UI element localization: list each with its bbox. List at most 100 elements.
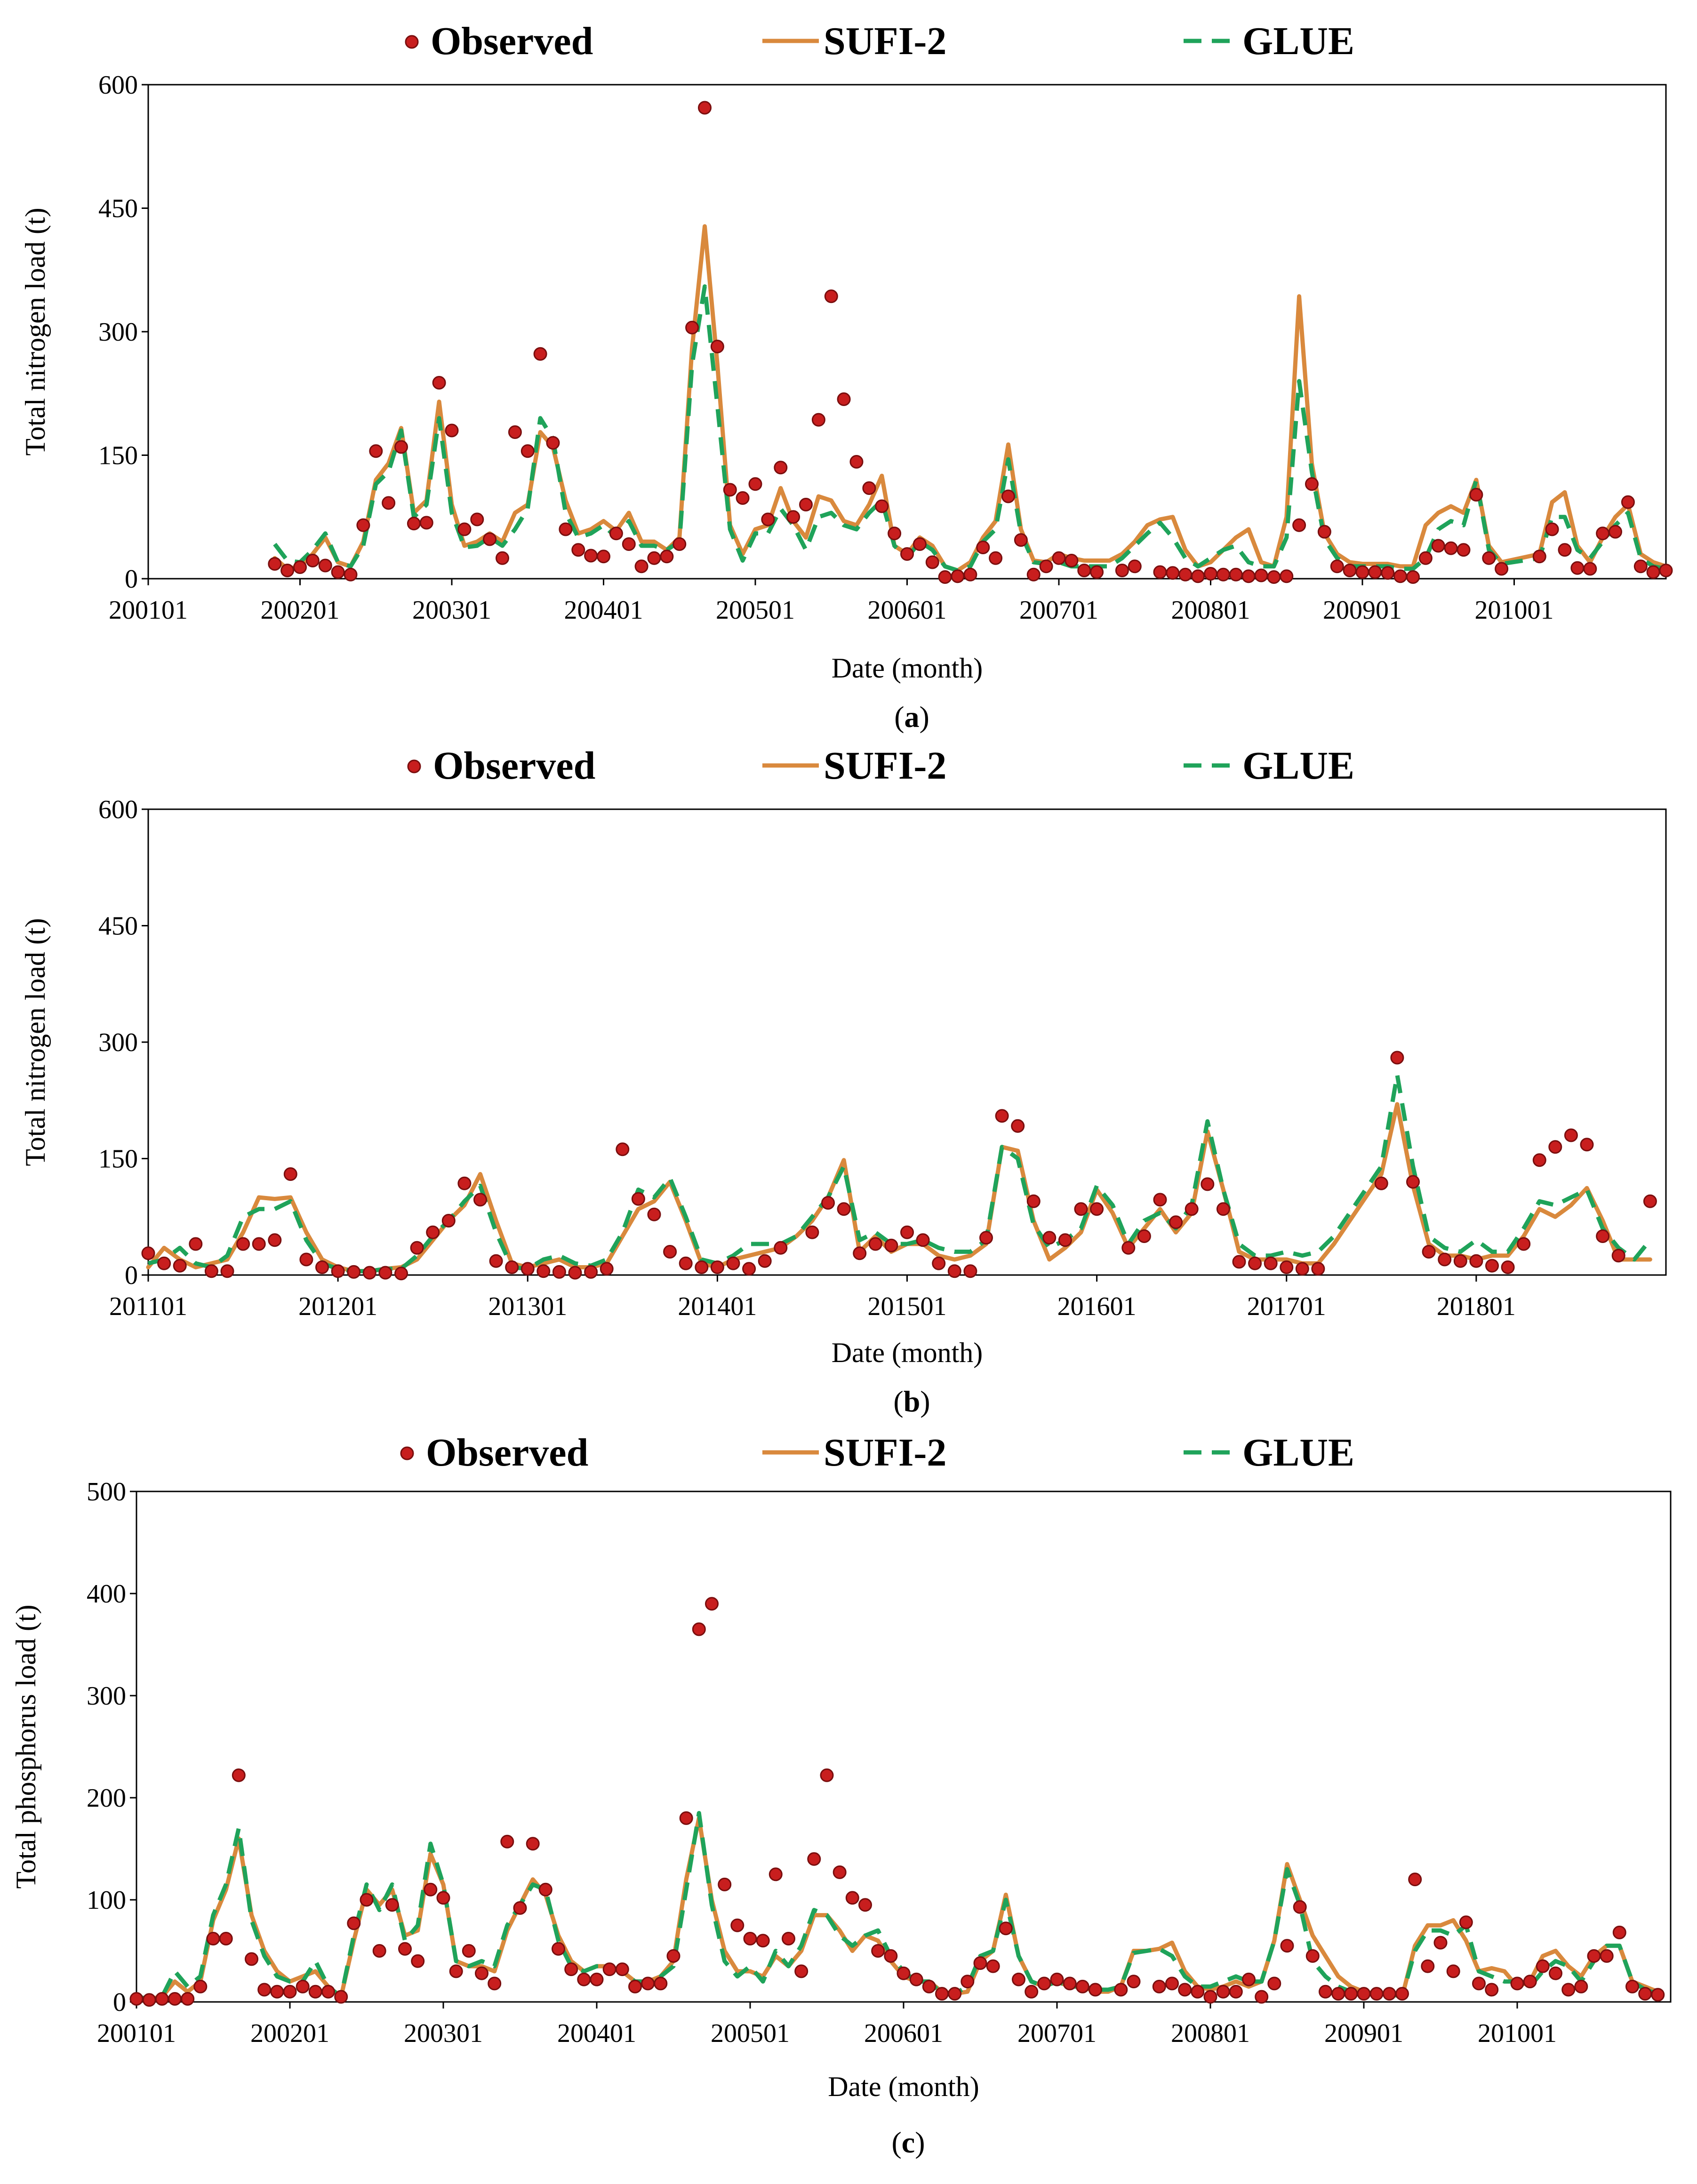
observed-point (666, 1949, 680, 1963)
x-tick-label: 201001 (1478, 2019, 1557, 2048)
x-tick-label: 201701 (1247, 1292, 1326, 1321)
observed-point (609, 526, 623, 541)
observed-point (470, 512, 484, 526)
observed-point (1638, 1987, 1652, 2001)
observed-point (900, 1225, 914, 1239)
observed-point (995, 1109, 1009, 1123)
observed-point (1152, 1979, 1166, 1993)
observed-point (331, 1264, 345, 1278)
panel-paren-close: ) (920, 1385, 930, 1418)
legend-observed-label: Observed (433, 744, 595, 788)
observed-point (973, 1956, 987, 1970)
y-tick-label: 600 (98, 795, 138, 824)
legend-observed-marker (400, 1446, 414, 1460)
observed-point (845, 1891, 859, 1905)
observed-point (989, 551, 1003, 565)
observed-point (204, 1264, 218, 1278)
observed-point (837, 1202, 851, 1216)
y-tick-label: 0 (113, 1988, 126, 2017)
observed-point (445, 423, 459, 438)
observed-point (1295, 1262, 1309, 1276)
observed-point (232, 1768, 246, 1782)
observed-point (382, 496, 396, 510)
y-tick-label: 300 (98, 1028, 138, 1057)
observed-point (1077, 564, 1091, 577)
observed-point (947, 1264, 961, 1278)
observed-point (1254, 568, 1268, 582)
observed-point (475, 1966, 488, 1980)
observed-point (155, 1992, 169, 2006)
observed-point (1459, 1915, 1473, 1929)
observed-point (1621, 495, 1635, 509)
x-tick-label: 200901 (1324, 2019, 1403, 2048)
x-tick-label: 200301 (412, 596, 491, 625)
observed-point (897, 1966, 911, 1980)
observed-point (552, 1942, 565, 1956)
chart-panel-a: 0 150 300 450 600 200101 200201 200301 200401 200… (20, 19, 1673, 733)
observed-point (1596, 526, 1610, 541)
observed-point (257, 1983, 272, 1997)
observed-point (1137, 1229, 1151, 1243)
observed-point (1255, 1990, 1269, 2004)
observed-point (1609, 525, 1622, 539)
observed-point (1390, 1051, 1404, 1065)
observed-point (710, 340, 724, 353)
observed-point (268, 557, 282, 571)
observed-point (1063, 1977, 1077, 1991)
y-axis-label: Total nitrogen load (t) (20, 207, 51, 455)
observed-point (1025, 1985, 1039, 1999)
observed-point (820, 1768, 834, 1782)
x-tick-label: 200101 (97, 2019, 176, 2048)
observed-point (1633, 559, 1648, 574)
observed-point (308, 1985, 322, 1999)
observed-point (1185, 1202, 1199, 1216)
legend-sufi2-label: SUFI-2 (824, 19, 946, 63)
observed-point (1381, 566, 1395, 580)
observed-point (410, 1241, 424, 1255)
observed-point (597, 550, 610, 564)
chart-panel-c: 0 100 200 300 400 500 200101 200201 200301 200401… (10, 1431, 1672, 2159)
observed-point (782, 1932, 795, 1945)
observed-point (1241, 569, 1256, 583)
observed-point (268, 1233, 282, 1247)
observed-point (1331, 1987, 1345, 2001)
observed-point (1264, 1256, 1278, 1270)
observed-point (853, 1246, 867, 1260)
observed-point (1121, 1241, 1136, 1255)
observed-point (283, 1167, 297, 1181)
observed-point (1495, 562, 1509, 576)
x-tick-label: 200501 (716, 596, 795, 625)
observed-point (1536, 1959, 1550, 1973)
observed-point (1408, 1873, 1422, 1887)
observed-point (362, 1266, 376, 1280)
observed-point (552, 1265, 566, 1279)
observed-point (394, 440, 408, 454)
observed-point (1355, 565, 1369, 579)
legend-observed-marker (405, 35, 419, 49)
observed-point (305, 554, 320, 567)
y-tick-label: 0 (125, 1261, 138, 1290)
x-tick-label: 201401 (678, 1292, 757, 1321)
observed-point (1344, 1987, 1358, 2001)
observed-point (1558, 543, 1572, 557)
observed-point (1510, 1977, 1524, 1991)
observed-point (1611, 1249, 1625, 1263)
observed-point (457, 522, 472, 536)
observed-point (283, 1985, 297, 1999)
observed-point (520, 1262, 535, 1276)
observed-point (513, 1901, 527, 1915)
observed-point (1229, 567, 1243, 582)
observed-point (1482, 551, 1496, 565)
observed-point (1074, 1202, 1088, 1216)
observed-point (832, 1865, 847, 1879)
observed-point (1203, 1990, 1217, 2004)
observed-point (141, 1246, 155, 1260)
observed-point (799, 498, 813, 511)
x-tick-label: 200101 (109, 596, 188, 625)
observed-point (1089, 1983, 1102, 1997)
observed-point (411, 1954, 425, 1968)
panel-label: (b) (893, 1385, 930, 1418)
observed-point (858, 1898, 872, 1912)
observed-point (976, 541, 990, 554)
observed-point (1075, 1979, 1089, 1993)
